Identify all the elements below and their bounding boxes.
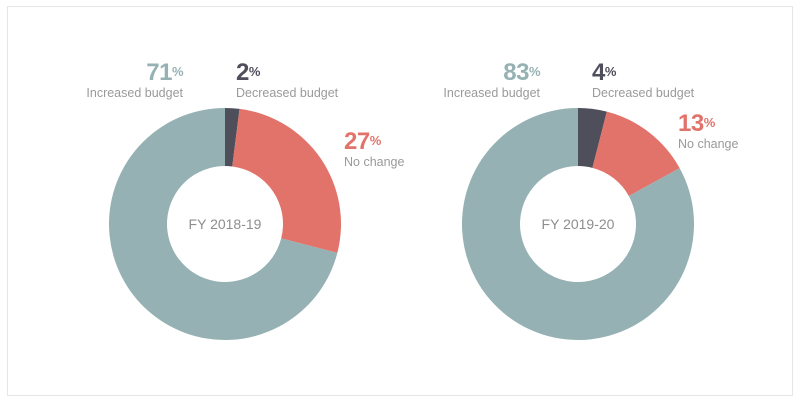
chart2-increased-label: 83% Increased budget bbox=[443, 61, 540, 101]
chart2-slice-no-change bbox=[592, 111, 680, 197]
chart2-decreased-value: 4% bbox=[592, 59, 616, 86]
chart2-increased-value: 83% bbox=[503, 59, 540, 86]
chart1-slice-decreased bbox=[225, 108, 240, 167]
chart1-no-change-value: 27% bbox=[344, 128, 381, 155]
chart2-center-label: FY 2019-20 bbox=[541, 216, 615, 232]
chart1-no-change-caption: No change bbox=[344, 155, 405, 169]
chart1-increased-caption: Increased budget bbox=[86, 86, 183, 100]
chart2-no-change-value: 13% bbox=[678, 110, 715, 137]
chart1-increased-label: 71% Increased budget bbox=[86, 61, 183, 101]
chart2-slice-decreased bbox=[578, 108, 607, 168]
chart1-decreased-label: 2% Decreased budget bbox=[236, 61, 338, 101]
chart2-decreased-label: 4% Decreased budget bbox=[592, 61, 694, 101]
chart1-decreased-caption: Decreased budget bbox=[236, 86, 339, 100]
chart2-no-change-caption: No change bbox=[678, 137, 739, 151]
chart2-increased-caption: Increased budget bbox=[443, 86, 540, 100]
chart2-decreased-caption: Decreased budget bbox=[592, 86, 695, 100]
chart1-slice-increased bbox=[109, 108, 338, 340]
chart2-slice-increased bbox=[462, 108, 694, 340]
chart1-increased-value: 71% bbox=[146, 59, 183, 86]
chart1-no-change-label: 27% No change bbox=[344, 130, 404, 170]
chart1-decreased-value: 2% bbox=[236, 59, 260, 86]
chart1-slice-no-change bbox=[232, 108, 341, 253]
chart1-center-label: FY 2018-19 bbox=[188, 216, 262, 232]
chart2-no-change-label: 13% No change bbox=[678, 112, 738, 152]
